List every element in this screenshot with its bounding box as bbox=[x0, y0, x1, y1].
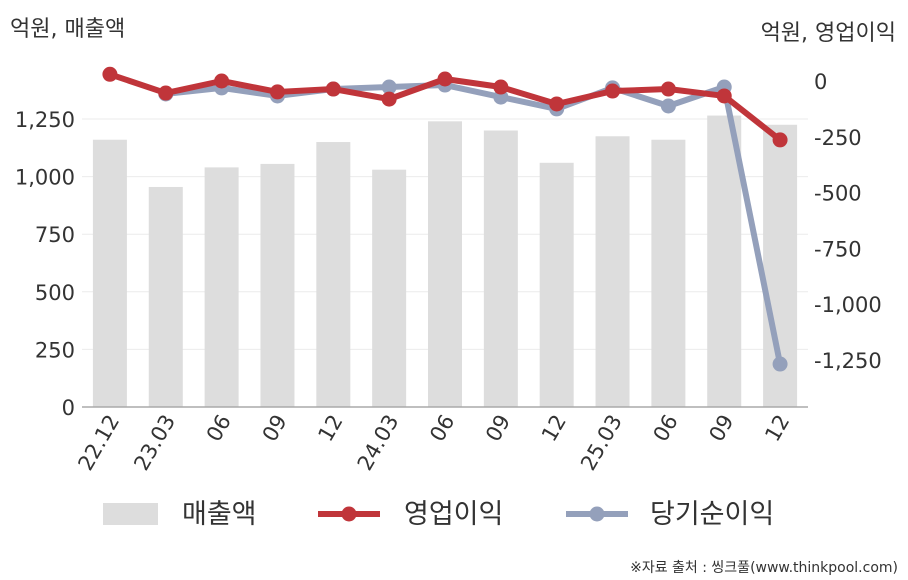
point-영업이익-12 bbox=[549, 96, 565, 112]
left-tick-label: 500 bbox=[35, 281, 75, 305]
right-tick-label: -1,000 bbox=[814, 293, 882, 317]
right-tick-label: -750 bbox=[814, 237, 862, 261]
bar-25.03 bbox=[595, 136, 630, 407]
x-tick-label: 06 bbox=[425, 411, 459, 446]
point-영업이익-24.03 bbox=[381, 91, 397, 107]
point-영업이익-23.03 bbox=[158, 85, 174, 101]
x-tick-label: 22.12 bbox=[73, 411, 124, 475]
left-tick-label: 0 bbox=[62, 396, 75, 420]
source-note: ※자료 출처 : 씽크풀(www.thinkpool.com) bbox=[630, 560, 898, 576]
point-영업이익-06 bbox=[214, 73, 230, 89]
bar-09 bbox=[483, 130, 518, 407]
bar-06 bbox=[428, 121, 462, 407]
bar-12 bbox=[316, 142, 351, 408]
left-tick-label: 750 bbox=[35, 223, 75, 247]
x-tick-label: 09 bbox=[704, 411, 738, 446]
point-당기순이익-24.03 bbox=[381, 79, 397, 95]
legend-marker bbox=[589, 506, 605, 522]
bar-09 bbox=[260, 163, 295, 407]
legend-label: 당기순이익 bbox=[650, 499, 774, 530]
right-axis-unit: 억원, 영업이익 bbox=[761, 21, 896, 46]
bar-24.03 bbox=[372, 169, 407, 407]
x-tick-label: 12 bbox=[537, 411, 571, 446]
bar-23.03 bbox=[148, 186, 183, 407]
x-tick-label: 25.03 bbox=[576, 411, 627, 475]
right-tick-label: -500 bbox=[814, 182, 862, 206]
point-영업이익-12 bbox=[772, 132, 788, 148]
legend-marker bbox=[341, 506, 357, 522]
point-영업이익-06 bbox=[437, 71, 453, 87]
legend-label: 매출액 bbox=[182, 499, 257, 530]
right-tick-label: -1,250 bbox=[814, 349, 882, 373]
x-tick-label: 06 bbox=[202, 411, 236, 446]
point-영업이익-09 bbox=[269, 84, 285, 100]
bar-06 bbox=[204, 167, 239, 407]
x-tick-label: 09 bbox=[481, 411, 515, 446]
point-영업이익-25.03 bbox=[605, 83, 621, 99]
point-영업이익-12 bbox=[325, 81, 341, 97]
bar-22.12 bbox=[92, 139, 127, 407]
right-tick-label: -250 bbox=[814, 126, 862, 150]
point-영업이익-09 bbox=[716, 88, 732, 104]
left-tick-label: 1,000 bbox=[15, 166, 75, 190]
x-tick-label: 12 bbox=[313, 411, 347, 446]
line-당기순이익 bbox=[165, 82, 784, 365]
point-당기순이익-12 bbox=[772, 356, 788, 372]
bar-09 bbox=[707, 115, 742, 407]
point-영업이익-22.12 bbox=[102, 66, 118, 82]
left-tick-label: 250 bbox=[35, 338, 75, 362]
right-tick-label: 0 bbox=[814, 70, 827, 94]
x-tick-label: 23.03 bbox=[129, 411, 180, 475]
x-tick-label: 12 bbox=[760, 411, 794, 446]
x-tick-label: 24.03 bbox=[353, 411, 404, 475]
bar-12 bbox=[539, 162, 574, 407]
bar-06 bbox=[651, 139, 686, 407]
x-tick-label: 09 bbox=[258, 411, 292, 446]
legend-swatch-bar bbox=[103, 503, 158, 525]
left-tick-label: 1,250 bbox=[15, 108, 75, 132]
legend-label: 영업이익 bbox=[404, 499, 503, 530]
point-영업이익-09 bbox=[493, 79, 509, 95]
point-당기순이익-06 bbox=[660, 98, 676, 114]
left-axis-unit: 억원, 매출액 bbox=[10, 17, 125, 42]
point-영업이익-06 bbox=[660, 81, 676, 97]
x-tick-label: 06 bbox=[649, 411, 683, 446]
